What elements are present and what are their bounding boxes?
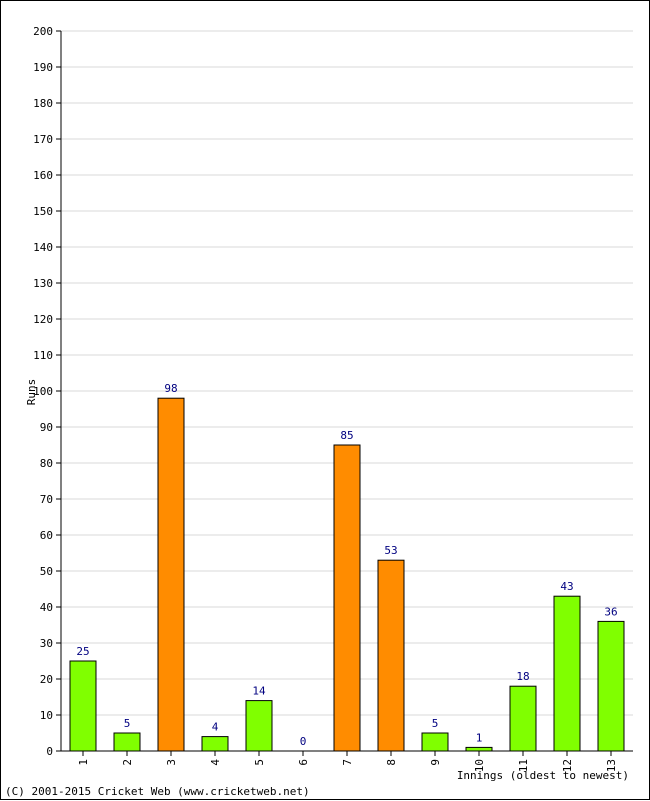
- y-tick-label: 70: [40, 493, 53, 506]
- copyright-notice: (C) 2001-2015 Cricket Web (www.cricketwe…: [5, 785, 310, 798]
- data-label: 4: [212, 721, 219, 734]
- y-tick-label: 150: [33, 205, 53, 218]
- y-tick-label: 40: [40, 601, 53, 614]
- bar: [157, 397, 185, 752]
- x-tick-label: 1: [77, 759, 90, 766]
- bar: [245, 700, 273, 752]
- data-label: 25: [76, 645, 89, 658]
- data-label: 98: [164, 382, 177, 395]
- x-tick-label: 6: [297, 759, 310, 766]
- y-tick-label: 200: [33, 25, 53, 38]
- bar: [553, 595, 581, 752]
- x-tick-label: 2: [121, 759, 134, 766]
- data-label: 1: [476, 731, 483, 744]
- labels: 0102030405060708090100110120130140150160…: [33, 25, 618, 772]
- y-tick-label: 170: [33, 133, 53, 146]
- y-tick-label: 60: [40, 529, 53, 542]
- bar: [421, 732, 449, 752]
- data-label: 0: [300, 735, 307, 748]
- y-tick-label: 100: [33, 385, 53, 398]
- bar: [377, 559, 405, 752]
- y-tick-label: 0: [46, 745, 53, 758]
- axes: [56, 30, 633, 756]
- bars: [69, 397, 625, 752]
- y-tick-label: 140: [33, 241, 53, 254]
- data-label: 18: [516, 670, 529, 683]
- x-tick-label: 7: [341, 759, 354, 766]
- y-tick-label: 190: [33, 61, 53, 74]
- y-tick-label: 120: [33, 313, 53, 326]
- x-tick-label: 5: [253, 759, 266, 766]
- x-tick-label: 12: [561, 759, 574, 772]
- y-tick-label: 180: [33, 97, 53, 110]
- y-tick-label: 130: [33, 277, 53, 290]
- data-label: 5: [124, 717, 131, 730]
- bar: [597, 620, 625, 752]
- x-tick-label: 8: [385, 759, 398, 766]
- data-label: 5: [432, 717, 439, 730]
- x-tick-label: 13: [605, 759, 618, 772]
- y-tick-label: 50: [40, 565, 53, 578]
- x-tick-label: 9: [429, 759, 442, 766]
- x-tick-label: 11: [517, 759, 530, 772]
- x-tick-label: 4: [209, 759, 222, 766]
- bar: [333, 444, 361, 752]
- y-axis-title: Runs: [25, 379, 38, 406]
- data-label: 43: [560, 580, 573, 593]
- bar: [69, 660, 97, 752]
- bar: [201, 736, 229, 752]
- y-tick-label: 80: [40, 457, 53, 470]
- data-label: 85: [340, 429, 353, 442]
- y-tick-label: 160: [33, 169, 53, 182]
- y-tick-label: 30: [40, 637, 53, 650]
- grid-lines: [61, 30, 633, 716]
- bar: [465, 746, 493, 752]
- y-tick-label: 90: [40, 421, 53, 434]
- y-tick-label: 10: [40, 709, 53, 722]
- bar: [509, 685, 537, 752]
- x-axis-title: Innings (oldest to newest): [457, 769, 629, 782]
- x-tick-label: 10: [473, 759, 486, 772]
- data-label: 14: [252, 685, 266, 698]
- data-label: 36: [604, 605, 617, 618]
- data-label: 53: [384, 544, 397, 557]
- x-tick-label: 3: [165, 759, 178, 766]
- y-tick-label: 110: [33, 349, 53, 362]
- bar: [113, 732, 141, 752]
- y-tick-label: 20: [40, 673, 53, 686]
